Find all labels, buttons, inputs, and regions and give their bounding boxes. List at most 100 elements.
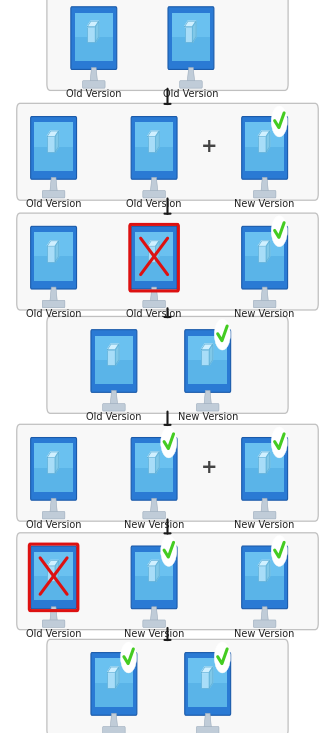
FancyBboxPatch shape (17, 103, 318, 200)
Circle shape (271, 216, 287, 247)
FancyBboxPatch shape (131, 226, 177, 289)
FancyBboxPatch shape (103, 726, 125, 733)
FancyBboxPatch shape (31, 226, 76, 289)
FancyBboxPatch shape (75, 12, 113, 37)
FancyBboxPatch shape (253, 620, 276, 627)
FancyBboxPatch shape (47, 0, 288, 90)
FancyBboxPatch shape (91, 330, 137, 392)
Polygon shape (55, 561, 59, 581)
Polygon shape (258, 457, 266, 473)
Text: New Version: New Version (124, 629, 184, 638)
Polygon shape (201, 672, 209, 688)
Text: +: + (201, 137, 218, 156)
FancyBboxPatch shape (131, 117, 177, 179)
FancyBboxPatch shape (172, 12, 210, 61)
Polygon shape (47, 136, 55, 152)
Polygon shape (87, 26, 95, 42)
FancyBboxPatch shape (196, 726, 219, 733)
Polygon shape (50, 287, 57, 301)
Polygon shape (148, 457, 156, 473)
FancyBboxPatch shape (35, 552, 73, 600)
FancyBboxPatch shape (95, 658, 133, 707)
Polygon shape (156, 241, 159, 262)
Circle shape (271, 106, 287, 137)
Polygon shape (50, 498, 57, 513)
Polygon shape (185, 26, 193, 42)
FancyBboxPatch shape (135, 122, 174, 147)
Text: Old Version: Old Version (163, 89, 219, 100)
Circle shape (161, 427, 177, 458)
Polygon shape (47, 241, 59, 246)
Polygon shape (47, 452, 59, 457)
Polygon shape (150, 287, 158, 301)
Polygon shape (116, 344, 119, 365)
Polygon shape (47, 246, 55, 262)
Polygon shape (55, 131, 59, 152)
FancyBboxPatch shape (71, 7, 117, 70)
FancyBboxPatch shape (131, 546, 177, 608)
Text: Old Version: Old Version (26, 199, 81, 209)
FancyBboxPatch shape (42, 301, 65, 308)
Polygon shape (150, 177, 158, 192)
Polygon shape (50, 177, 57, 192)
Polygon shape (148, 452, 159, 457)
Polygon shape (258, 246, 266, 262)
FancyBboxPatch shape (95, 336, 133, 384)
FancyBboxPatch shape (31, 117, 76, 179)
Polygon shape (266, 241, 270, 262)
Polygon shape (108, 667, 119, 672)
FancyBboxPatch shape (31, 438, 76, 500)
Circle shape (214, 642, 230, 673)
Polygon shape (156, 452, 159, 473)
FancyBboxPatch shape (188, 336, 227, 360)
Polygon shape (148, 241, 159, 246)
Polygon shape (266, 131, 270, 152)
FancyBboxPatch shape (131, 438, 177, 500)
Polygon shape (108, 350, 116, 365)
Polygon shape (110, 713, 118, 728)
Polygon shape (209, 667, 213, 688)
FancyBboxPatch shape (172, 12, 210, 37)
FancyBboxPatch shape (253, 512, 276, 519)
FancyBboxPatch shape (185, 652, 230, 715)
FancyBboxPatch shape (135, 552, 174, 600)
Text: New Version: New Version (234, 629, 295, 638)
Polygon shape (90, 67, 97, 82)
Polygon shape (185, 21, 196, 26)
Text: +: + (201, 458, 218, 477)
Polygon shape (261, 498, 268, 513)
Circle shape (161, 535, 177, 567)
FancyBboxPatch shape (253, 191, 276, 198)
FancyBboxPatch shape (17, 424, 318, 521)
FancyBboxPatch shape (245, 552, 284, 576)
Polygon shape (50, 607, 57, 622)
FancyBboxPatch shape (135, 443, 174, 468)
Polygon shape (258, 566, 266, 581)
FancyBboxPatch shape (135, 232, 174, 281)
FancyBboxPatch shape (135, 443, 174, 492)
Polygon shape (266, 452, 270, 473)
Text: New Version: New Version (124, 520, 184, 530)
FancyBboxPatch shape (242, 226, 287, 289)
Polygon shape (55, 452, 59, 473)
Polygon shape (201, 344, 213, 350)
FancyBboxPatch shape (143, 512, 165, 519)
Text: New Version: New Version (178, 413, 238, 422)
FancyBboxPatch shape (143, 191, 165, 198)
Polygon shape (261, 287, 268, 301)
Polygon shape (108, 672, 116, 688)
Polygon shape (150, 607, 158, 622)
Polygon shape (47, 561, 59, 566)
Text: Old Version: Old Version (126, 309, 182, 319)
Polygon shape (148, 246, 156, 262)
Polygon shape (95, 21, 99, 42)
FancyBboxPatch shape (35, 232, 73, 257)
Polygon shape (156, 561, 159, 581)
FancyBboxPatch shape (245, 232, 284, 281)
Polygon shape (47, 131, 59, 136)
Text: Old Version: Old Version (86, 413, 142, 422)
FancyBboxPatch shape (188, 658, 227, 682)
Polygon shape (87, 21, 99, 26)
FancyBboxPatch shape (35, 552, 73, 576)
FancyBboxPatch shape (103, 404, 125, 411)
